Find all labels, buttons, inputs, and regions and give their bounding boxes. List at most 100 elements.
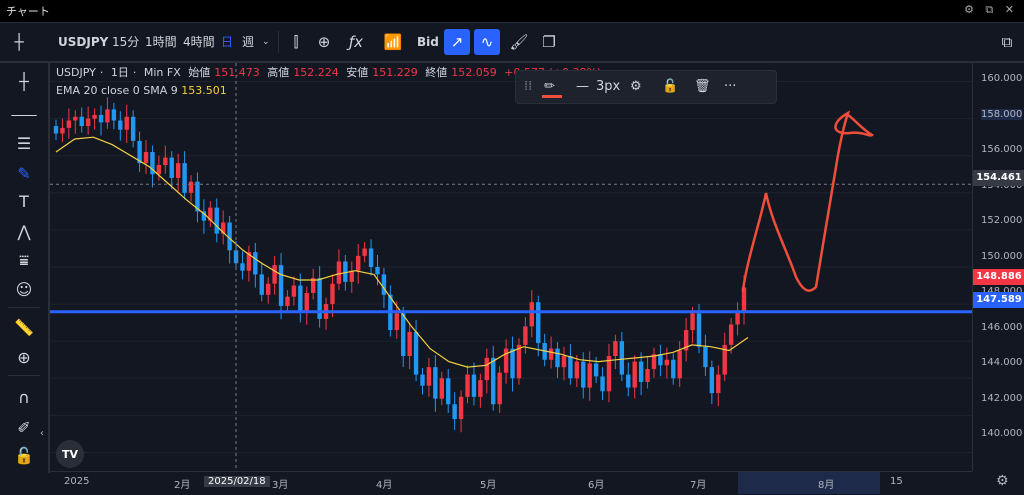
candle-body: [182, 163, 187, 193]
close-label: 終値: [425, 66, 448, 79]
candle-body: [574, 361, 580, 379]
magnet-icon[interactable]: ∩: [18, 387, 30, 407]
emoji-icon[interactable]: ☺: [15, 279, 33, 299]
candle-body: [188, 181, 194, 193]
interval-15m[interactable]: 15分: [112, 35, 140, 49]
zoom-icon[interactable]: ⊕: [17, 347, 31, 367]
candle-body: [291, 285, 297, 297]
price-chart[interactable]: [50, 63, 972, 471]
price-tick: 146.000: [981, 322, 1023, 333]
candle-body: [433, 367, 438, 399]
price-axis[interactable]: 160.000 158.000 156.000 154.000 152.000 …: [972, 63, 1024, 471]
last-price-label: 148.886: [973, 269, 1024, 285]
candle-body: [163, 157, 168, 165]
candle-body: [214, 207, 219, 234]
candle-body: [696, 313, 702, 347]
candle-body: [253, 252, 258, 275]
price-tick: 160.000: [981, 73, 1023, 84]
trash-icon[interactable]: 🗑: [694, 79, 711, 94]
ruler-icon[interactable]: 📏: [14, 317, 34, 337]
chevron-down-icon[interactable]: ⌄: [262, 37, 270, 47]
time-tick: 2025: [64, 476, 90, 487]
candle-body: [60, 127, 65, 134]
interval-1w[interactable]: 週: [242, 35, 255, 49]
brush-icon[interactable]: 🖌: [509, 33, 529, 51]
indicator-label: EMA 20 close 0 SMA 9: [56, 84, 178, 97]
price-tick: 152.000: [981, 215, 1023, 226]
pattern-tool-icon[interactable]: ⋀: [17, 221, 31, 241]
indicator-legend[interactable]: EMA 20 close 0 SMA 9 153.501: [56, 84, 227, 97]
measure-lines-icon[interactable]: ⩸: [19, 251, 29, 270]
candle-body: [741, 287, 747, 312]
candle-body: [413, 331, 419, 375]
text-tool-icon[interactable]: T: [19, 191, 29, 211]
candle-body: [683, 330, 689, 351]
interval-1d[interactable]: 日: [221, 35, 234, 49]
panel-toggle-icon[interactable]: ⧉: [1001, 33, 1013, 51]
candle-body: [510, 348, 515, 379]
window-controls[interactable]: ⚙ ⧉ ✕: [964, 3, 1018, 16]
candle-body: [227, 222, 232, 251]
brush-tool-icon[interactable]: ✎: [17, 163, 31, 183]
candle-body: [394, 313, 399, 331]
candle-body: [343, 261, 348, 282]
lock-icon[interactable]: 🔓: [662, 79, 679, 94]
candle-body: [671, 359, 676, 379]
layout-icon[interactable]: ❐: [542, 33, 556, 51]
price-tick: 156.000: [981, 144, 1023, 155]
freehand-drawing: [741, 110, 875, 293]
time-tick: 2月: [174, 480, 191, 491]
legend-symbol[interactable]: USDJPY: [56, 66, 96, 79]
candle-body: [658, 354, 663, 366]
compare-icon[interactable]: 📶: [383, 33, 403, 51]
trend-line-icon[interactable]: ↗: [444, 29, 470, 55]
indicator-value: 153.501: [181, 84, 227, 97]
candle-body: [195, 181, 200, 212]
fib-tool-icon[interactable]: ☰: [16, 133, 32, 153]
candle-body: [304, 292, 309, 312]
candle-body: [98, 114, 104, 123]
candle-body: [619, 341, 625, 375]
unlock-icon[interactable]: 🔓: [14, 445, 34, 465]
line-tool-icon[interactable]: ⸺: [10, 105, 38, 124]
more-button[interactable]: ···: [724, 79, 737, 94]
add-indicator-icon[interactable]: ⊕: [317, 33, 331, 51]
candle-type-icon[interactable]: ⫿: [293, 33, 299, 51]
lock-drawing-icon[interactable]: ✐: [17, 417, 31, 437]
crosshair-tool-icon[interactable]: ┼: [19, 71, 29, 91]
line-width-icon[interactable]: —: [576, 79, 589, 94]
symbol-button[interactable]: USDJPY: [58, 35, 109, 49]
time-tick: 15: [890, 476, 903, 487]
chart-grid: [50, 81, 972, 453]
candle-body: [85, 118, 91, 127]
interval-1h[interactable]: 1時間: [145, 35, 177, 49]
candle-body: [246, 252, 252, 271]
price-tick: 150.000: [981, 251, 1023, 262]
candle-body: [523, 326, 528, 345]
gear-icon[interactable]: ⚙: [630, 79, 642, 94]
line-width-label[interactable]: 3px: [596, 79, 621, 94]
candle-body: [516, 344, 522, 379]
time-tick: 6月: [588, 480, 605, 491]
fx-indicator-icon[interactable]: ƒx: [348, 33, 364, 51]
pencil-color-icon[interactable]: ✏: [544, 79, 555, 94]
time-axis[interactable]: 2025 2月 2025/02/18 3月 4月 5月 6月 7月 8月 15: [50, 471, 972, 494]
high-value: 152.224: [293, 66, 339, 79]
candle-body: [278, 265, 284, 306]
candle-body: [105, 109, 110, 123]
settings-gear-icon[interactable]: ⚙: [996, 473, 1009, 489]
sidebar-collapse-icon[interactable]: ‹: [40, 428, 44, 439]
time-tick: 4月: [376, 480, 393, 491]
drawing-toolbar: ⁞⁞ ✏ — 3px ⚙ 🔓 🗑 ···: [515, 70, 777, 104]
candle-body: [310, 278, 316, 293]
candle-body: [626, 374, 631, 388]
interval-4h[interactable]: 4時間: [183, 35, 215, 49]
candle-body: [452, 404, 457, 420]
drawing-sidebar: ┼ ⸺ ☰ ✎ T ⋀ ⩸ ☺ 📏 ⊕ ∩ ✐ 🔓: [0, 63, 50, 473]
pulse-icon[interactable]: ∿: [474, 29, 500, 55]
drag-handle-icon[interactable]: ⁞⁞: [524, 79, 533, 94]
crosshair-icon[interactable]: ┼: [14, 33, 24, 51]
price-tick: 144.000: [981, 357, 1023, 368]
candle-body: [555, 348, 560, 368]
bid-button[interactable]: Bid: [417, 35, 439, 49]
